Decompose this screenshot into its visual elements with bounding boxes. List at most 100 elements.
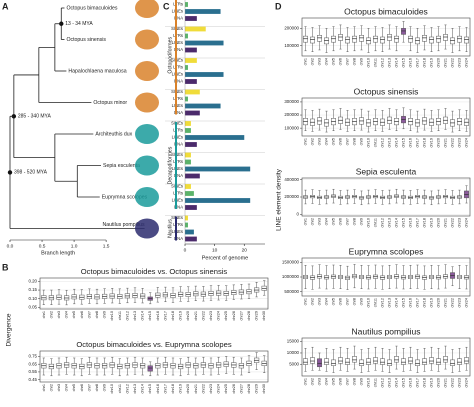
x-tick-label: chr1	[304, 58, 308, 65]
bar	[185, 47, 197, 53]
silhouette	[135, 218, 159, 239]
x-axis-label: Branch length	[41, 250, 75, 256]
category-label: SINEs	[171, 215, 183, 220]
category-label: LINEs	[172, 9, 183, 14]
panel-label: C	[163, 1, 170, 11]
x-tick-label: chr7	[87, 311, 91, 318]
bar	[185, 40, 224, 46]
plot-frame	[301, 337, 471, 377]
box	[415, 359, 420, 366]
y-tick-label: 200000	[284, 112, 299, 117]
x-tick-label: chr9	[360, 138, 364, 145]
x-tick-label: 0	[184, 247, 187, 253]
bar	[185, 142, 197, 147]
x-tick-label: chr20	[437, 138, 441, 148]
y-axis-label: Divergence	[6, 313, 13, 346]
x-tick-label: chr4	[325, 138, 329, 145]
box	[310, 36, 315, 44]
box	[303, 358, 308, 365]
box	[324, 358, 329, 365]
category-label: SINEs	[171, 184, 183, 189]
x-tick-label: chr11	[374, 378, 378, 387]
x-tick-label: chr18	[423, 138, 427, 148]
x-tick-label: chr2	[49, 311, 53, 318]
box	[331, 35, 336, 43]
x-tick-label: chr5	[332, 218, 336, 225]
x-tick-label: chr13	[388, 58, 392, 68]
silhouette	[135, 0, 159, 18]
bar	[185, 236, 197, 242]
x-tick-label: chr2	[311, 378, 315, 385]
plot-frame	[301, 17, 471, 57]
x-tick-label: chr21	[444, 218, 448, 228]
bar	[185, 33, 188, 39]
x-tick-label: chr10	[367, 378, 371, 388]
box	[422, 35, 427, 42]
category-label: LTRs	[173, 159, 183, 164]
silhouette	[135, 92, 159, 113]
clade-label: Octopodiformes	[167, 37, 173, 74]
node-label: 285 - 340 MYA	[18, 114, 52, 120]
x-tick-label: chr22	[451, 378, 455, 388]
silhouette	[135, 61, 159, 81]
x-tick-label: chr17	[416, 378, 420, 388]
x-tick-label: chr7	[346, 58, 350, 65]
panel-label: A	[2, 1, 9, 11]
category-label: LINEs	[172, 166, 183, 171]
x-tick-label: chr13	[388, 378, 392, 388]
x-tick-label: chr19	[430, 58, 434, 68]
x-tick-label: chr20	[437, 58, 441, 68]
x-tick-label: chr1	[304, 378, 308, 385]
box	[429, 36, 434, 44]
box	[303, 35, 308, 43]
y-tick-label: 0.05	[28, 304, 37, 309]
bar	[185, 222, 188, 228]
box	[380, 36, 385, 44]
x-tick-label: chr6	[339, 58, 343, 65]
x-tick-label: chr24	[465, 218, 469, 228]
plot-frame	[39, 277, 269, 310]
category-label: LTRs	[173, 33, 183, 38]
x-tick-label: chr18	[423, 378, 427, 388]
x-tick-label: chr7	[87, 384, 91, 391]
x-tick-label: chr7	[346, 378, 350, 385]
x-tick-label: chr21	[194, 384, 198, 394]
x-tick-label: chr15	[402, 298, 406, 308]
x-tick-label: chr29	[255, 384, 259, 394]
x-tick-label: chr10	[110, 384, 114, 394]
category-label: LTRs	[173, 191, 183, 196]
x-tick-label: chr9	[103, 384, 107, 391]
x-tick-label: chr3	[318, 218, 322, 225]
plot-frame	[301, 97, 471, 137]
category-label: DNA	[174, 110, 183, 115]
x-tick-label: chr13	[133, 384, 137, 394]
x-tick-label: chr16	[156, 384, 160, 394]
x-tick-label: chr5	[332, 58, 336, 65]
subplot-title: Octopus sinensis	[354, 86, 419, 96]
x-tick-label: 20	[242, 247, 248, 253]
x-tick-label: chr22	[201, 384, 205, 394]
x-tick-label: chr17	[163, 384, 167, 394]
category-label: DNA	[174, 16, 183, 21]
x-tick-label: chr12	[381, 138, 385, 148]
x-tick-label: chr5	[332, 378, 336, 385]
x-tick-label: chr23	[209, 384, 213, 394]
x-tick-label: chr10	[367, 138, 371, 148]
panel-label: B	[2, 262, 9, 272]
x-tick-label: chr14	[395, 138, 399, 148]
x-tick-label: chr23	[209, 311, 213, 321]
x-tick-label: chr24	[217, 311, 221, 321]
x-tick-label: chr1	[42, 384, 46, 391]
bar	[185, 166, 251, 172]
bar	[185, 72, 224, 77]
x-tick-label: chr19	[430, 218, 434, 228]
box	[387, 34, 392, 41]
bar	[185, 191, 194, 196]
x-tick-label: chr15	[402, 58, 406, 68]
y-tick-label: 0.55	[28, 369, 37, 374]
x-tick-label: chr24	[465, 378, 469, 388]
y-tick-label: 0.10	[28, 296, 37, 301]
category-label: LINEs	[172, 103, 183, 108]
x-tick-label: chr23	[458, 138, 462, 148]
